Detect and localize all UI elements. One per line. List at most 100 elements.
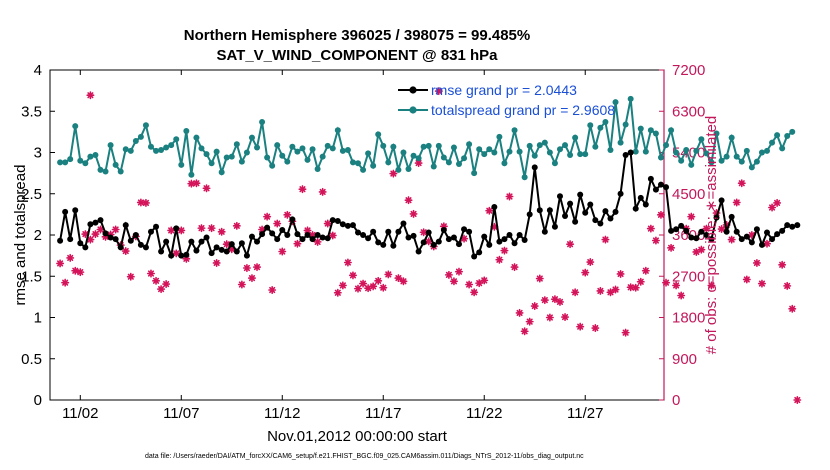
rmse-point [506,232,513,238]
obs-assimilated-point [207,224,216,233]
obs-assimilated-point [788,304,797,313]
rmse-series-markers [57,149,801,260]
totalspread-point [445,159,452,166]
rmse-point [259,231,266,238]
obs-assimilated-point [515,308,524,317]
totalspread-point [264,154,271,161]
obs-assimilated-point [778,260,787,269]
rmse-point [97,217,104,224]
totalspread-point [728,134,735,141]
rmse-point [395,228,402,235]
obs-assimilated-point [651,236,660,245]
rmse-point [481,233,488,240]
totalspread-point [774,132,781,139]
rmse-point [329,217,336,224]
y-right-tick-label: 2700 [672,268,705,285]
totalspread-point [562,142,569,149]
obs-assimilated-point [61,278,70,287]
obs-assimilated-point [172,249,181,258]
totalspread-point [117,168,124,175]
totalspread-point [632,148,639,155]
rmse-point [309,236,316,243]
rmse-point [117,244,124,251]
totalspread-point [213,148,220,155]
totalspread-point [349,159,356,166]
obs-assimilated-point [253,263,262,272]
totalspread-point [208,160,215,167]
obs-assimilated-point [121,247,130,256]
totalspread-point [163,144,170,151]
totalspread-point [536,142,543,149]
rmse-point [233,248,240,255]
rmse-point [158,248,165,255]
totalspread-point [57,159,64,166]
obs-assimilated-point [409,209,418,218]
rmse-point [622,151,629,158]
totalspread-point [274,142,281,149]
obs-assimilated-point [167,226,176,235]
obs-assimilated-point [303,226,312,235]
totalspread-point [269,162,276,169]
obs-assimilated-point [641,266,650,275]
rmse-point [663,184,670,191]
obs-assimilated-point [318,187,327,196]
totalspread-point [678,157,685,164]
obs-assimilated-point [111,225,120,234]
totalspread-point [67,156,74,163]
totalspread-point [77,157,84,164]
obs-assimilated-point [247,274,256,283]
totalspread-point [87,153,94,160]
totalspread-point [592,143,599,150]
obs-assimilated-point [399,277,408,286]
totalspread-point [324,142,331,149]
rmse-point [349,222,356,229]
rmse-point [274,236,281,243]
totalspread-point [461,155,468,162]
rmse-point [107,234,114,241]
y-right-tick-label: 4500 [672,186,705,203]
rmse-point [612,208,619,215]
totalspread-point [430,163,437,170]
totalspread-point [233,141,240,148]
totalspread-point [506,148,513,155]
obs-assimilated-point [232,221,241,230]
obs-assimilated-point [621,328,630,337]
y-right-tick-label: 7200 [672,62,705,79]
x-axis-label: Nov.01,2012 00:00:00 start [267,428,448,445]
rmse-point [304,232,311,238]
rmse-point [198,238,205,245]
obs-assimilated-point [687,212,696,221]
rmse-point [67,236,74,243]
totalspread-point [203,151,210,158]
totalspread-point [365,150,372,157]
totalspread-point [753,158,760,165]
obs-assimilated-point [217,227,226,236]
totalspread-point [122,146,129,153]
rmse-point [455,241,462,248]
totalspread-point [688,161,695,168]
totalspread-point [188,171,195,178]
rmse-point [339,221,346,228]
rmse-point [587,201,594,208]
rmse-point [102,230,109,237]
obs-assimilated-point [202,184,211,193]
rmse-point [279,227,286,234]
x-tick-label: 11/02 [62,405,98,422]
obs-assimilated-point [611,285,620,294]
rmse-point [779,227,786,234]
obs-assimilated-point [500,246,509,255]
totalspread-point [698,136,705,143]
obs-assimilated-point [783,281,792,290]
rmse-point [289,216,296,223]
totalspread-point [158,147,165,154]
rmse-point [153,223,160,230]
rmse-point [62,208,69,215]
rmse-point [733,228,740,235]
obs-assimilated-point [66,253,75,262]
rmse-point [218,246,225,253]
obs-assimilated-point [273,219,282,228]
y-left-tick-label: 0.5 [21,351,42,368]
totalspread-point [647,127,654,134]
totalspread-point [572,134,579,141]
obs-assimilated-point [763,239,772,248]
